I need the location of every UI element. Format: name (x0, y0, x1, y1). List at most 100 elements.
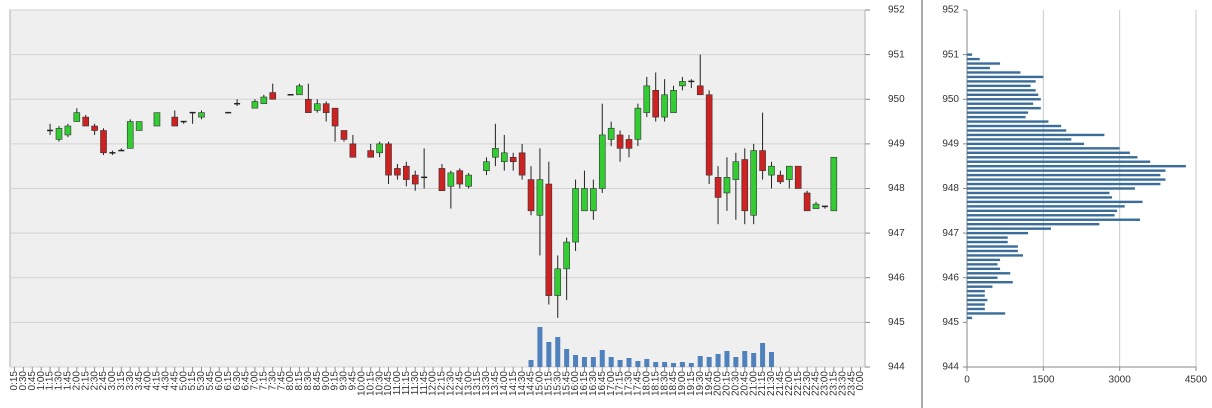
profile-bar (967, 187, 1135, 190)
profile-bar (967, 115, 1026, 119)
x-tick-label: 4:45 (169, 371, 180, 391)
candle-body (64, 125, 72, 136)
volume-bar (599, 350, 605, 367)
x-tick-label: 10:00 (356, 371, 367, 396)
profile-bar (967, 111, 1029, 114)
x-tick-label: 1:30 (54, 371, 65, 391)
x-tick-label: 20:45 (739, 371, 750, 396)
y-tick-label: 944 (942, 362, 959, 373)
x-tick-label: 8:00 (285, 371, 296, 391)
candle-body (705, 94, 713, 176)
x-tick-label: 5:00 (178, 371, 189, 391)
profile-bar (967, 75, 1044, 79)
x-tick-label: 0:00 (855, 371, 866, 391)
x-tick-label: 12:15 (437, 371, 448, 396)
volume-bar (617, 360, 623, 367)
x-tick-label: 4500 (1185, 375, 1208, 386)
x-tick-label: 5:15 (187, 371, 198, 391)
x-tick-label: 8:15 (294, 371, 305, 391)
candle-body (768, 165, 775, 176)
x-tick-label: 16:45 (597, 371, 608, 396)
candle-body (741, 159, 749, 212)
volume-bar (635, 361, 641, 367)
candle-body (785, 165, 793, 180)
x-tick-label: 19:30 (695, 371, 706, 396)
profile-bar (967, 218, 1141, 221)
profile-bar (967, 307, 985, 311)
x-tick-label: 4:15 (152, 371, 163, 391)
candle-body (411, 174, 419, 185)
x-tick-label: 19:45 (704, 371, 715, 396)
candle-body (554, 268, 562, 296)
x-tick-label: 17:45 (633, 371, 644, 396)
volume-bar (760, 343, 766, 367)
volume-bar (528, 360, 534, 367)
profile-bar (967, 200, 1143, 204)
x-tick-label: 10:15 (365, 371, 376, 396)
x-tick-label: 5:30 (196, 371, 207, 391)
candle-body (590, 188, 597, 212)
x-tick-label: 6:45 (241, 371, 252, 391)
x-tick-label: 23:00 (820, 371, 831, 396)
x-tick-label: 12:45 (454, 371, 465, 396)
profile-bar (967, 267, 1001, 271)
candle-body (153, 112, 161, 127)
x-tick-label: 13:15 (472, 371, 483, 396)
candle-body (581, 188, 588, 212)
x-tick-label: 14:15 (508, 371, 519, 396)
candle-body (563, 241, 570, 270)
profile-bar (967, 205, 1125, 208)
x-tick-label: 14:45 (526, 371, 537, 396)
x-tick-label: 21:15 (757, 371, 768, 396)
volume-bar (671, 363, 677, 367)
x-tick-label: 23:45 (846, 371, 857, 396)
x-tick-label: 7:45 (276, 371, 287, 391)
profile-bar (967, 214, 1115, 217)
candle-body (723, 177, 731, 194)
profile-bar (967, 258, 1001, 262)
profile-bar (967, 298, 988, 302)
candle-body (198, 112, 205, 118)
profile-bar (967, 209, 1118, 213)
x-tick-label: 15:15 (543, 371, 554, 396)
profile-bar (967, 196, 1113, 199)
profile-bar (967, 285, 993, 288)
profile-bar (967, 223, 1100, 226)
candle-body (607, 127, 615, 140)
volume-bar (546, 342, 552, 367)
x-tick-label: 0 (964, 375, 970, 386)
candle-body (55, 127, 63, 140)
y-tick-label: 946 (942, 272, 959, 283)
profile-bar (967, 156, 1138, 159)
profile-bar (967, 57, 980, 61)
candle-body (750, 150, 757, 216)
candle-body (322, 103, 330, 113)
x-tick-label: 12:30 (446, 371, 457, 396)
x-tick-label: 20:15 (722, 371, 733, 396)
y-tick-label: 947 (888, 228, 905, 239)
x-tick-label: 5:45 (205, 371, 216, 391)
x-tick-label: 14:00 (499, 371, 510, 396)
x-tick-label: 11:15 (401, 371, 412, 396)
profile-bar (967, 249, 1018, 253)
profile-bar (967, 62, 1001, 65)
x-tick-label: 4:00 (143, 371, 154, 391)
profile-bar (967, 71, 1021, 74)
profile-bar (967, 289, 985, 293)
x-tick-label: 6:15 (223, 371, 234, 391)
profile-bar (967, 281, 1013, 284)
candle-body (403, 165, 410, 180)
y-tick-label: 945 (942, 317, 959, 328)
candle-body (438, 168, 446, 192)
profile-bar (967, 120, 1049, 123)
x-tick-label: 3:00 (107, 371, 118, 391)
x-tick-label: 3:45 (134, 371, 145, 391)
x-tick-label: 18:45 (668, 371, 679, 396)
candle-body (492, 148, 499, 158)
volume-bar (590, 357, 596, 367)
candle-body (812, 203, 820, 209)
candle-body (269, 92, 277, 100)
candle-body (100, 130, 107, 154)
y-tick-label: 952 (942, 5, 959, 16)
